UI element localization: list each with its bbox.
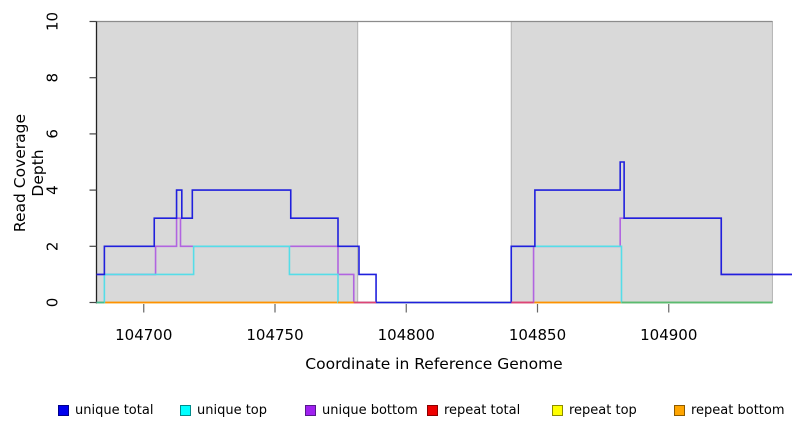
x-tick-label: 104850 [509,326,566,344]
legend-item-unique-top: unique top [180,402,267,418]
unique-bottom-swatch-icon [305,404,316,416]
x-tick-label: 104750 [246,326,303,344]
series-line-unique-total [96,161,792,304]
y-tick-label: 2 [44,242,62,252]
legend-label: repeat total [444,402,521,418]
y-tick-label: 10 [44,12,62,31]
legend-label: unique total [75,402,154,418]
y-axis-title: Read Coverage Depth [11,113,47,233]
legend-label: repeat top [569,402,637,418]
repeat-total-swatch-icon [427,404,438,416]
unique-total-swatch-icon [58,404,69,416]
series-line-unique-top [96,245,773,304]
legend-item-unique-bottom: unique bottom [305,402,418,418]
y-tick-label: 0 [44,298,62,308]
legend-item-repeat-total: repeat total [427,402,520,418]
legend-label: repeat bottom [691,402,785,418]
legend-item-unique-total: unique total [58,402,153,418]
x-tick-label: 104700 [115,326,172,344]
x-tick-label: 104900 [640,326,697,344]
x-axis-title: Coordinate in Reference Genome [305,355,563,373]
legend-item-repeat-bottom: repeat bottom [674,402,785,418]
aligned-region-shading [510,21,773,303]
legend-label: unique bottom [322,402,418,418]
unique-top-swatch-icon [180,404,191,416]
aligned-region-shading [96,21,359,303]
repeat-bottom-swatch-icon [674,404,685,416]
legend-label: unique top [197,402,268,418]
repeat-top-swatch-icon [552,404,563,416]
y-tick-label: 8 [44,73,62,83]
x-tick-label: 104800 [378,326,435,344]
y-tick-label: 6 [44,129,62,139]
y-tick-label: 4 [44,185,62,195]
legend-item-repeat-top: repeat top [552,402,637,418]
